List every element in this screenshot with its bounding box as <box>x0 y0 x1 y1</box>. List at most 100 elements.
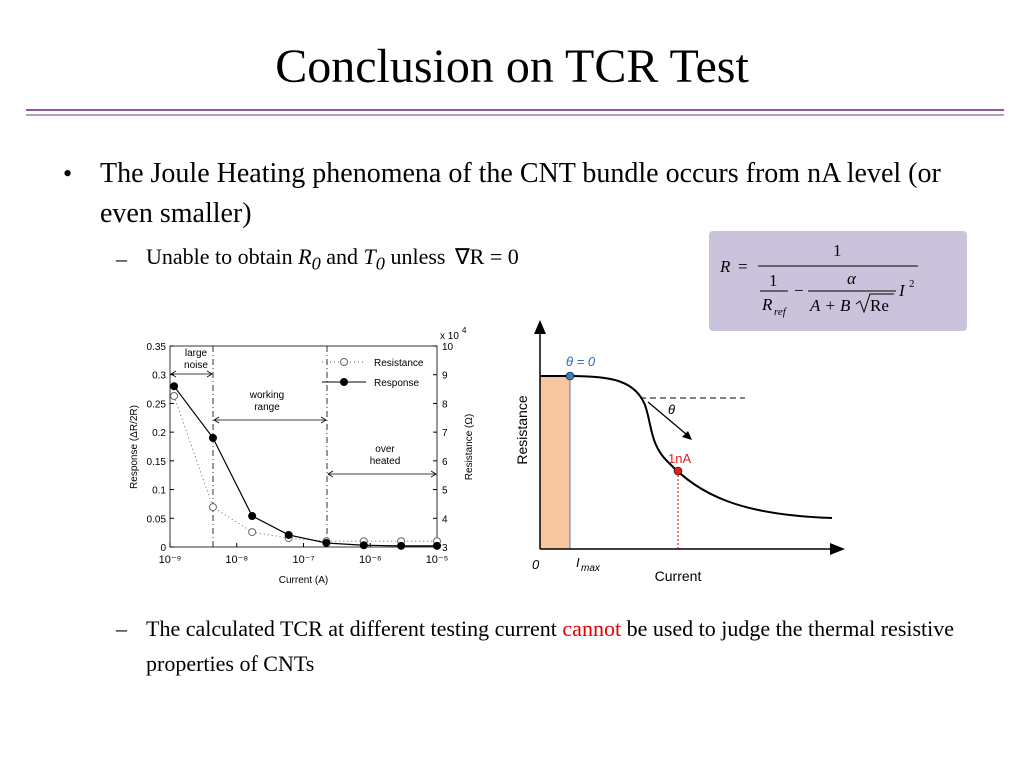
diagram-label: 1nA <box>668 451 691 466</box>
formula-text: 1 <box>769 271 778 290</box>
diagram-axis-label: Resistance <box>514 395 530 464</box>
y2-tick-label: 7 <box>442 428 448 439</box>
y-tick-label: 0.35 <box>147 342 167 353</box>
y2-tick-label: 10 <box>442 342 454 353</box>
text: Unable to obtain <box>146 244 299 269</box>
text: T <box>363 244 376 269</box>
annotation: heated <box>370 456 401 467</box>
y-tick-label: 0.1 <box>152 486 166 497</box>
diagram-label: I <box>576 555 580 570</box>
text: 0 <box>311 253 321 274</box>
marker <box>208 503 217 512</box>
annotation: working <box>249 390 284 401</box>
y-tick-label: 0 <box>160 543 166 554</box>
marker <box>248 511 257 520</box>
y2-tick-label: 9 <box>442 371 448 382</box>
arrowhead <box>682 431 692 440</box>
marker <box>170 391 179 400</box>
marker <box>322 538 331 547</box>
legend-label: Resistance <box>374 358 424 369</box>
y-tick-label: 0.15 <box>147 457 167 468</box>
diagram-label: θ = 0 <box>566 354 596 369</box>
annotation-lines <box>170 346 437 547</box>
shaded-region <box>539 375 571 550</box>
diagram: θ = 0 θ 1nA Resistance Current 0 I max <box>514 320 845 584</box>
sub-bullet: Unable to obtain R0 and T0 unless ∇R = 0 <box>146 242 519 278</box>
formula-box <box>709 231 967 331</box>
text: be used to judge the thermal resistive p… <box>146 616 955 676</box>
marker <box>248 528 257 537</box>
arrowhead <box>830 543 845 555</box>
legend-label: Response <box>374 378 419 389</box>
y2-tick-label: 4 <box>442 514 448 525</box>
point <box>673 466 683 476</box>
y2-tick-label: 3 <box>442 543 448 554</box>
curve <box>540 375 833 519</box>
bullet-mark: • <box>63 159 72 188</box>
marker <box>208 433 217 442</box>
bullet-mark: – <box>115 246 128 271</box>
marker <box>284 530 293 539</box>
marker <box>397 541 406 550</box>
marker <box>170 382 179 391</box>
y-tick-label: 0.05 <box>147 514 167 525</box>
y2-tick-label: 6 <box>442 457 448 468</box>
formula-text: α <box>847 269 857 288</box>
formula-text: ref <box>774 306 788 318</box>
y-tick-label: 0.2 <box>152 428 166 439</box>
y2-tick-label: 8 <box>442 399 448 410</box>
x-tick-label: 10⁻⁸ <box>225 554 248 566</box>
arrowhead <box>534 320 546 334</box>
y2-tick-label: 5 <box>442 486 448 497</box>
formula-text: 2 <box>909 278 915 290</box>
bullet-text: The Joule Heating phenomena of the CNT b… <box>100 158 941 229</box>
diagram-label: θ <box>668 402 675 417</box>
y-axis-label: Response (ΔR/2R) <box>129 405 140 489</box>
slide-title: Conclusion on TCR Test <box>275 40 749 93</box>
formula-text: 1 <box>833 241 842 260</box>
text: The calculated TCR at different testing … <box>146 616 563 641</box>
annotation: over <box>375 444 395 455</box>
diagram-axis-label: Current <box>655 568 702 584</box>
y2-multiplier-exp: 4 <box>462 326 467 335</box>
legend-marker <box>340 378 348 386</box>
tangent <box>647 401 687 435</box>
diagram-label: max <box>581 563 601 574</box>
text: and <box>320 244 364 269</box>
text: 0 <box>375 253 385 274</box>
formula-text: A + B <box>809 296 851 315</box>
formula-text: Re <box>870 296 889 315</box>
y-tick-label: 0.3 <box>152 371 166 382</box>
series-line <box>173 385 437 547</box>
formula-text: I <box>898 281 906 300</box>
annotation: noise <box>184 360 208 371</box>
diagram-label: 0 <box>532 557 540 572</box>
formula: R = 1 1 R ref − α A + B Re I 2 <box>719 241 918 318</box>
root-sign <box>855 293 894 314</box>
bullet-mark: – <box>115 616 128 641</box>
annotation: large <box>185 348 208 359</box>
sub-bullet: The calculated TCR at different testing … <box>146 611 976 681</box>
formula-text: = <box>738 257 748 276</box>
plot-frame <box>169 345 438 548</box>
y2-multiplier: x 10 <box>440 331 459 342</box>
text: unless <box>384 244 451 269</box>
formula-text: R <box>719 257 731 276</box>
annotation: range <box>254 402 280 413</box>
x-axis-label: Current (A) <box>279 575 328 586</box>
legend-marker <box>340 358 348 366</box>
emphasis: cannot <box>562 616 622 641</box>
y2-axis-label: Resistance (Ω) <box>464 414 475 480</box>
marker <box>433 541 441 550</box>
y-tick-label: 0.25 <box>147 399 167 410</box>
x-tick-label: 10⁻⁹ <box>159 554 182 566</box>
x-tick-label: 10⁻⁷ <box>292 554 314 566</box>
text: R <box>298 244 312 269</box>
series-line <box>173 395 437 542</box>
text: ∇R = 0 <box>454 244 519 269</box>
point <box>565 371 575 381</box>
formula-text: − <box>794 281 804 300</box>
x-tick-label: 10⁻⁶ <box>359 554 382 566</box>
